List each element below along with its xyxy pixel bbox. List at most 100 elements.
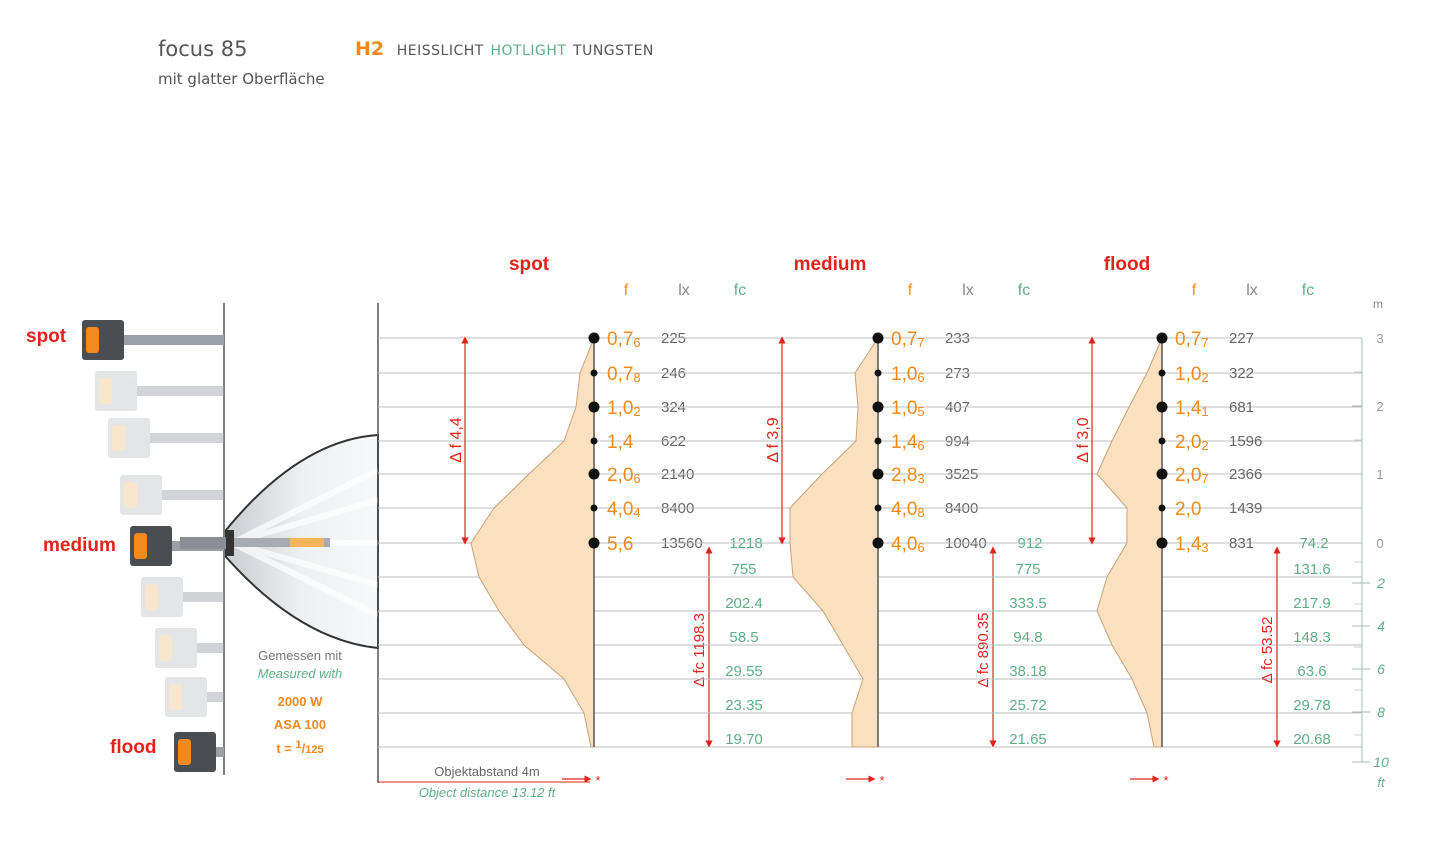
- lamp-icon: [95, 371, 224, 411]
- measurement-asa: ASA 100: [274, 717, 326, 732]
- f-stop-value: 1,43: [1175, 534, 1209, 555]
- lamp-lens: [145, 584, 158, 610]
- measure-point: [1156, 468, 1168, 480]
- measure-point: [1158, 504, 1166, 512]
- column-header-fc: fc: [1018, 282, 1030, 299]
- object-distance-en: Object distance 13.12 ft: [419, 785, 557, 800]
- lamp-label-spot: spot: [26, 326, 67, 347]
- lamp-icon: [108, 418, 224, 458]
- panel-title: flood: [1104, 254, 1150, 275]
- lamp-lens: [159, 635, 172, 661]
- lux-value: 227: [1229, 330, 1254, 347]
- measured-with-en: Measured with: [258, 666, 343, 681]
- measure-point: [874, 437, 882, 445]
- measure-point: [872, 401, 884, 413]
- f-stop-value: 0,77: [1175, 329, 1209, 350]
- f-stop-value: 1,02: [1175, 364, 1209, 385]
- lamp-rod: [214, 747, 224, 757]
- measure-point: [590, 504, 598, 512]
- column-header-f: f: [1192, 282, 1197, 299]
- f-stop-value: 1,06: [891, 364, 925, 385]
- beam-cone: [180, 433, 380, 650]
- fc-value: 29.55: [725, 663, 763, 680]
- fc-value: 333.5: [1009, 595, 1047, 612]
- lamp-rod: [195, 643, 224, 653]
- measure-point: [590, 369, 598, 377]
- f-stop-value: 1,05: [891, 398, 925, 419]
- lamp-mount: [226, 530, 234, 556]
- axis-label-m: 0: [1376, 536, 1383, 551]
- f-stop-value: 0,77: [891, 329, 925, 350]
- object-plane-star: *: [1163, 773, 1168, 788]
- fc-value: 131.6: [1293, 561, 1331, 578]
- lamp-rod: [135, 386, 224, 396]
- measure-point: [1156, 537, 1168, 549]
- lamp-lens: [134, 533, 147, 559]
- lamp-rod: [160, 490, 224, 500]
- measure-point: [588, 401, 600, 413]
- f-stop-value: 4,04: [607, 499, 641, 520]
- f-stop-value: 0,76: [607, 329, 641, 350]
- lamp-label-medium: medium: [43, 535, 116, 556]
- lamp-positions: [82, 303, 225, 775]
- axis-label-ft: 10: [1373, 754, 1389, 770]
- lamp-icon: [82, 320, 224, 360]
- lamp-rod-medium: [180, 537, 228, 549]
- fc-value: 21.65: [1009, 731, 1047, 748]
- lux-value: 1439: [1229, 500, 1262, 517]
- lux-value: 831: [1229, 535, 1254, 552]
- delta-f-label: Δ f 3,0: [1075, 417, 1092, 462]
- measure-point: [872, 537, 884, 549]
- fc-center-value: 74.2: [1299, 535, 1328, 552]
- axis-unit-m: m: [1373, 297, 1383, 311]
- lamp-lens: [86, 327, 99, 353]
- lamp-rod: [122, 335, 224, 345]
- lamp-bulb-icon: [290, 538, 324, 547]
- fc-value: 775: [1015, 561, 1040, 578]
- f-stop-value: 4,08: [891, 499, 925, 520]
- lamp-housing: [141, 577, 183, 617]
- measure-point: [1158, 437, 1166, 445]
- lux-value: 681: [1229, 399, 1254, 416]
- axis-label-m: 3: [1376, 331, 1383, 346]
- lux-value: 322: [1229, 365, 1254, 382]
- measure-point: [588, 332, 600, 344]
- f-stop-value: 2,07: [1175, 465, 1209, 486]
- measure-point: [1158, 369, 1166, 377]
- lamp-icon: [155, 628, 224, 668]
- object-plane-star: *: [595, 773, 600, 788]
- fc-value: 148.3: [1293, 629, 1331, 646]
- product-subtitle: mit glatter Oberfläche: [158, 70, 325, 88]
- column-header-lx: lx: [1246, 282, 1258, 299]
- panel-flood: flood f lx fc 0,77 227 1,02 322 1,41 681 2,02 1596 2…: [940, 254, 1362, 788]
- f-stop-value: 1,02: [607, 398, 641, 419]
- measured-with-de: Gemessen mit: [258, 648, 342, 663]
- column-header-f: f: [908, 282, 913, 299]
- measure-point: [872, 332, 884, 344]
- measure-point: [1156, 332, 1168, 344]
- axis-label-m: 2: [1376, 399, 1383, 414]
- lamp-housing: [108, 418, 150, 458]
- column-header-lx: lx: [962, 282, 974, 299]
- fc-value: 20.68: [1293, 731, 1331, 748]
- lamp-housing: [155, 628, 197, 668]
- product-title: focus 85: [158, 37, 248, 61]
- column-header-lx: lx: [678, 282, 690, 299]
- f-stop-value: 1,4: [607, 432, 634, 453]
- fc-value: 94.8: [1013, 629, 1042, 646]
- fc-value: 23.35: [725, 697, 763, 714]
- column-header-fc: fc: [734, 282, 746, 299]
- f-stop-value: 4,06: [891, 534, 925, 555]
- lamp-lens: [99, 378, 112, 404]
- delta-fc-label: Δ fc 53.52: [1259, 617, 1276, 684]
- axis-label-ft: 4: [1377, 618, 1385, 634]
- lamp-rod: [205, 692, 224, 702]
- lamp-housing: [95, 371, 137, 411]
- axis-label-ft: 6: [1377, 661, 1385, 677]
- object-distance-de: Objektabstand 4m: [434, 764, 540, 779]
- fc-value: 29.78: [1293, 697, 1331, 714]
